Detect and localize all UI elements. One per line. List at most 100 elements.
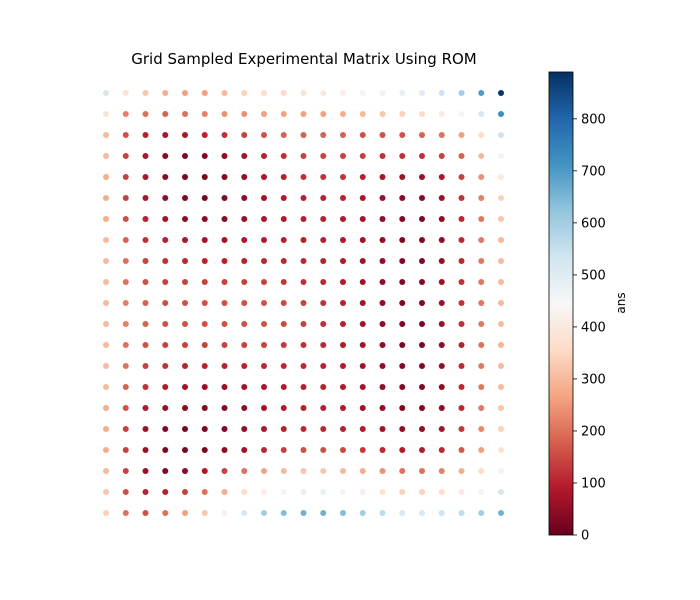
scatter-point xyxy=(458,300,465,306)
scatter-point xyxy=(458,237,465,243)
scatter-point xyxy=(359,90,366,96)
scatter-point xyxy=(280,363,287,369)
scatter-point xyxy=(498,174,504,180)
scatter-point xyxy=(201,90,208,96)
scatter-point xyxy=(359,111,366,117)
scatter-point xyxy=(359,195,366,201)
scatter-point xyxy=(379,405,386,411)
scatter-point xyxy=(122,321,129,327)
scatter-point xyxy=(122,279,129,285)
scatter-point xyxy=(419,174,425,180)
scatter-point xyxy=(261,426,267,432)
scatter-point xyxy=(182,216,188,222)
scatter-point xyxy=(280,279,287,285)
scatter-point xyxy=(379,321,386,327)
scatter-point xyxy=(498,489,504,495)
scatter-point xyxy=(300,153,307,159)
colorbar-tick-label: 400 xyxy=(581,320,606,335)
scatter-point xyxy=(320,132,327,138)
scatter-point xyxy=(182,195,188,201)
scatter-point xyxy=(162,447,169,453)
scatter-point xyxy=(379,195,386,201)
scatter-point xyxy=(103,489,109,495)
scatter-point xyxy=(261,216,267,222)
scatter-point xyxy=(182,174,188,180)
scatter-point xyxy=(458,216,465,222)
scatter-point xyxy=(379,111,386,117)
scatter-point xyxy=(182,447,188,453)
scatter-point xyxy=(182,321,188,327)
scatter-point xyxy=(300,258,307,264)
scatter-point xyxy=(399,342,406,348)
scatter-point xyxy=(340,279,346,285)
scatter-point xyxy=(340,363,346,369)
scatter-point xyxy=(241,342,248,348)
scatter-point xyxy=(399,174,406,180)
scatter-point xyxy=(162,90,169,96)
scatter-point xyxy=(458,426,465,432)
colorbar-label: ans xyxy=(614,292,628,313)
scatter-point xyxy=(478,405,485,411)
scatter-point xyxy=(221,321,228,327)
scatter-point xyxy=(320,195,327,201)
scatter-point xyxy=(498,321,504,327)
scatter-point xyxy=(458,405,465,411)
scatter-point xyxy=(280,384,287,390)
scatter-point xyxy=(498,300,504,306)
scatter-point xyxy=(241,279,248,285)
scatter-point xyxy=(498,132,504,138)
scatter-point xyxy=(458,279,465,285)
scatter-point xyxy=(182,363,188,369)
scatter-point xyxy=(261,468,267,474)
scatter-point xyxy=(478,300,485,306)
scatter-point xyxy=(458,489,465,495)
scatter-point xyxy=(498,153,504,159)
scatter-point xyxy=(300,111,307,117)
scatter-point xyxy=(458,342,465,348)
scatter-point xyxy=(458,111,465,117)
scatter-point xyxy=(142,174,149,180)
scatter-point xyxy=(478,111,485,117)
scatter-point xyxy=(182,258,188,264)
scatter-point xyxy=(438,300,445,306)
scatter-point xyxy=(280,447,287,453)
scatter-point xyxy=(359,216,366,222)
scatter-point xyxy=(399,258,406,264)
scatter-point xyxy=(438,342,445,348)
scatter-point xyxy=(399,321,406,327)
scatter-point xyxy=(320,468,327,474)
scatter-point xyxy=(142,216,149,222)
scatter-point xyxy=(399,363,406,369)
scatter-point xyxy=(241,153,248,159)
scatter-point xyxy=(103,132,109,138)
scatter-point xyxy=(122,132,129,138)
scatter-point xyxy=(379,489,386,495)
scatter-point xyxy=(438,90,445,96)
scatter-point xyxy=(300,216,307,222)
scatter-point xyxy=(280,468,287,474)
colorbar-tick-label: 0 xyxy=(581,529,589,544)
scatter-point xyxy=(142,468,149,474)
scatter-point xyxy=(182,132,188,138)
scatter-point xyxy=(419,468,425,474)
scatter-point xyxy=(300,426,307,432)
scatter-point xyxy=(261,405,267,411)
scatter-point xyxy=(122,510,129,516)
scatter-point xyxy=(438,321,445,327)
scatter-point xyxy=(300,468,307,474)
scatter-point xyxy=(201,279,208,285)
scatter-point xyxy=(162,426,169,432)
scatter-point xyxy=(241,300,248,306)
scatter-point xyxy=(379,279,386,285)
scatter-point xyxy=(201,195,208,201)
scatter-point xyxy=(261,153,267,159)
scatter-point xyxy=(201,384,208,390)
scatter-point xyxy=(142,384,149,390)
scatter-point xyxy=(221,132,228,138)
scatter-point xyxy=(103,384,109,390)
scatter-point xyxy=(498,216,504,222)
colorbar-tick-label: 100 xyxy=(581,476,606,491)
scatter-point xyxy=(419,447,425,453)
scatter-point xyxy=(419,90,425,96)
scatter-point xyxy=(438,447,445,453)
